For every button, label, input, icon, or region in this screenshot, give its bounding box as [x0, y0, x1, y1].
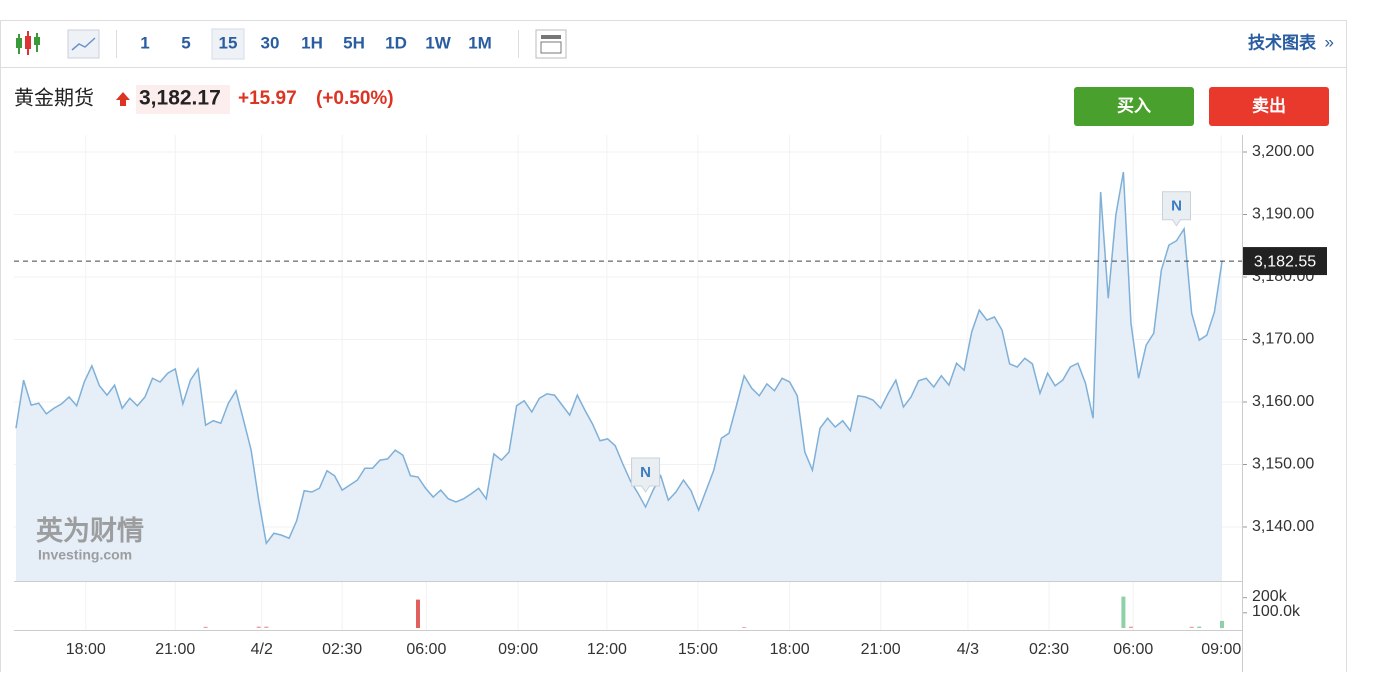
x-tick-label: 4/3	[957, 641, 979, 658]
volume-bar	[264, 626, 269, 628]
x-tick-label: 21:00	[861, 641, 901, 658]
up-arrow	[116, 92, 130, 106]
news-marker-label[interactable]: N	[640, 464, 651, 481]
active-interval-bg	[211, 28, 245, 60]
interval[interactable]: 30	[261, 33, 280, 52]
current-price-label: 3,182.55	[1254, 253, 1316, 270]
y-tick-label: 3,200.00	[1252, 143, 1314, 160]
interval[interactable]: 1H	[301, 33, 323, 52]
y-tick-label: 200k	[1252, 588, 1288, 605]
interval[interactable]: 1W	[425, 33, 451, 52]
interval[interactable]: 1	[140, 33, 149, 52]
volume-bar	[1121, 596, 1126, 628]
x-tick-label: 15:00	[678, 641, 718, 658]
volume-bar	[1197, 626, 1202, 628]
x-tick-label: 09:00	[498, 641, 538, 658]
interval[interactable]: 5H	[343, 33, 365, 52]
news-marker-label[interactable]: N	[1171, 198, 1182, 215]
tech-chart-link[interactable]: 技术图表	[1248, 32, 1317, 52]
volume-bar	[742, 627, 747, 628]
interval[interactable]: 5	[181, 33, 190, 52]
candle-icon[interactable]	[16, 31, 40, 55]
current-price-box	[1243, 247, 1327, 276]
sell-label[interactable]: 卖出	[1252, 95, 1286, 115]
x-tick-label: 18:00	[66, 641, 106, 658]
x-tick-label: 06:00	[1113, 641, 1153, 658]
interval[interactable]: 1D	[385, 33, 407, 52]
line-icon[interactable]	[67, 29, 100, 59]
buy-label[interactable]: 买入	[1117, 96, 1151, 115]
x-tick-label: 02:30	[1029, 641, 1069, 658]
watermark-site: Investing.com	[38, 547, 132, 563]
watermark-brand: 英为财情	[36, 516, 144, 546]
instrument-name: 黄金期货	[14, 86, 94, 109]
news-marker[interactable]	[631, 457, 661, 493]
table-icon[interactable]	[535, 29, 567, 59]
y-tick-label: 3,170.00	[1252, 331, 1314, 348]
x-tick-label: 4/2	[251, 641, 273, 658]
buy-button[interactable]	[1074, 87, 1194, 126]
volume-bar	[1189, 626, 1194, 628]
x-tick-label: 21:00	[155, 641, 195, 658]
sell-button[interactable]	[1209, 87, 1329, 126]
volume-bar	[416, 599, 420, 628]
link-arrow[interactable]: »	[1325, 32, 1334, 51]
x-tick-label: 02:30	[322, 641, 362, 658]
price: 3,182.17	[139, 87, 221, 110]
interval[interactable]: 15	[219, 33, 238, 52]
price-bg	[136, 85, 230, 114]
price-line	[15, 171, 1223, 546]
volume-bar	[1128, 626, 1133, 628]
y-tick-label: 3,150.00	[1252, 456, 1314, 473]
news-marker[interactable]	[1161, 191, 1191, 227]
x-tick-label: 06:00	[406, 641, 446, 658]
y-tick-label: 3,160.00	[1252, 393, 1314, 410]
x-tick-label: 12:00	[587, 641, 627, 658]
volume-bar	[256, 626, 261, 628]
y-tick-label: 3,190.00	[1252, 206, 1314, 223]
volume-bar	[1220, 620, 1224, 628]
change-pct: (+0.50%)	[316, 88, 394, 109]
volume-bar	[203, 626, 208, 628]
interval[interactable]: 1M	[468, 33, 492, 52]
y-tick-label: 100.0k	[1252, 603, 1301, 620]
change: +15.97	[238, 88, 297, 109]
x-tick-label: 09:00	[1201, 641, 1241, 658]
x-tick-label: 18:00	[770, 641, 810, 658]
area	[16, 172, 1222, 581]
y-tick-label: 3,140.00	[1252, 518, 1314, 535]
